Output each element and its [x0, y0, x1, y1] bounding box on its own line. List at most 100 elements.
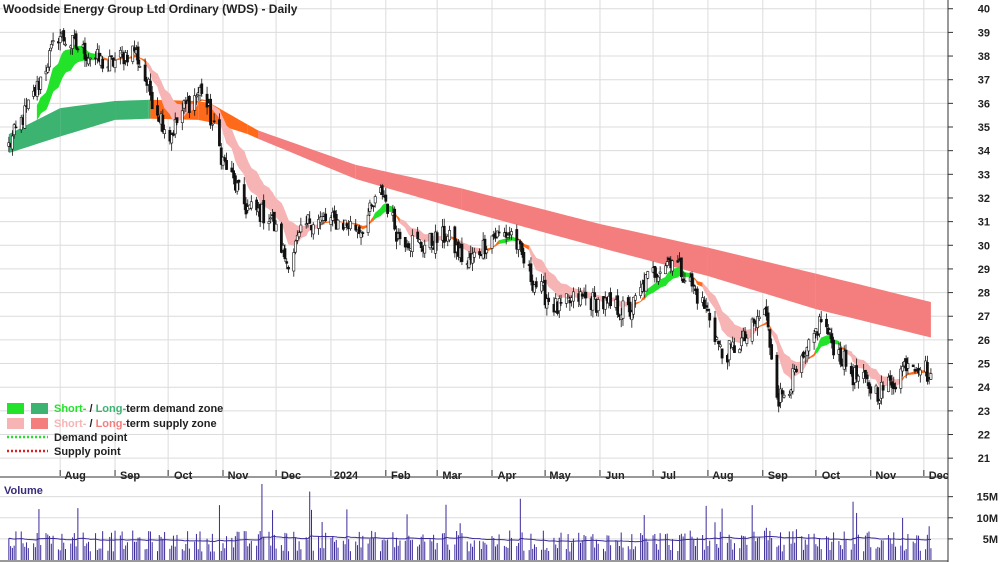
candle-body [887, 376, 890, 392]
candle-body [180, 110, 184, 124]
candle-body [745, 337, 749, 344]
candle-body [200, 83, 204, 94]
candle-body [750, 318, 754, 342]
candle-body [757, 316, 761, 319]
price-tick-label: 29 [978, 264, 990, 276]
month-label: Aug [64, 470, 85, 482]
candle-body [324, 213, 328, 222]
candle-body [14, 126, 18, 129]
candle-body [184, 100, 188, 105]
legend-part-sep: / [86, 403, 95, 415]
candle-body [828, 329, 832, 333]
candle-body [690, 273, 694, 287]
candle-body [807, 339, 811, 352]
candle-body [653, 265, 657, 278]
long-term-zone-segment [247, 124, 259, 139]
candle-body [359, 232, 363, 238]
candle-body [780, 390, 784, 395]
short-term-zone-segment [288, 220, 295, 246]
candle-body [572, 291, 575, 302]
candle-body [632, 296, 635, 315]
candle-body [609, 292, 612, 307]
candle-body [892, 383, 896, 390]
short-supply-swatch [7, 418, 24, 429]
price-tick-label: 21 [978, 453, 990, 465]
month-label: Sep [768, 470, 788, 482]
candle-body [219, 147, 223, 165]
candle-body [832, 339, 835, 356]
candle-body [205, 93, 209, 108]
candle-body [83, 42, 87, 60]
candle-body [308, 218, 312, 224]
candle-body [545, 298, 549, 309]
candle-body [876, 387, 880, 402]
candle-body [380, 185, 384, 196]
candle-body [664, 265, 667, 275]
candle-body [435, 232, 439, 243]
candle-body [74, 33, 78, 49]
candle-body [287, 266, 290, 270]
long-term-zone-segment [258, 130, 356, 180]
candle-body [679, 257, 683, 278]
month-label: Mar [442, 470, 462, 482]
candle-body [212, 120, 216, 123]
candle-body [269, 217, 273, 220]
month-label: Feb [391, 470, 411, 482]
candle-body [825, 318, 828, 328]
month-label: Jun [605, 470, 625, 482]
candle-body [237, 179, 241, 183]
candle-body [170, 134, 174, 144]
long-supply-swatch [31, 418, 48, 429]
candle-body [713, 317, 717, 342]
short-term-zone-segment [820, 335, 827, 347]
candle-body [136, 46, 140, 65]
candle-body [467, 257, 471, 268]
candle-body [738, 349, 742, 354]
candle-body [646, 271, 650, 279]
candle-body [676, 260, 680, 263]
price-tick-label: 39 [978, 27, 990, 39]
month-label: May [549, 470, 571, 482]
candle-body [768, 329, 772, 348]
candle-body [522, 251, 526, 264]
legend-part-sep: / [86, 418, 95, 430]
candle-body [133, 47, 136, 52]
volume-average-line [8, 535, 932, 543]
candle-body [182, 100, 186, 109]
short-demand-swatch [7, 403, 24, 414]
candle-body [814, 328, 818, 332]
price-tick-label: 24 [978, 382, 991, 394]
candle-body [708, 312, 712, 321]
candle-body [76, 48, 80, 51]
candle-body [272, 211, 276, 232]
candle-body [533, 284, 536, 293]
candle-body [603, 297, 607, 310]
candle-body [878, 400, 881, 404]
month-label: Nov [228, 470, 250, 482]
candle-body [766, 312, 770, 328]
candle-body [568, 299, 572, 304]
candle-body [839, 347, 843, 365]
candle-body [800, 355, 804, 373]
candle-body [12, 124, 16, 136]
volume-tick-label: 5M [983, 534, 998, 546]
candle-body [867, 382, 871, 389]
candle-body [752, 318, 756, 323]
candle-body [644, 274, 648, 292]
month-label: Dec [929, 470, 949, 482]
price-tick-label: 25 [978, 359, 990, 371]
candle-body [775, 354, 779, 398]
candle-body [88, 57, 92, 60]
candle-body [361, 232, 365, 234]
candle-body [23, 105, 27, 129]
candle-body [329, 217, 333, 225]
candle-body [717, 340, 720, 345]
candle-body [894, 386, 897, 390]
candle-body [370, 204, 374, 207]
long-term-zone-segment [461, 188, 600, 248]
candle-body [818, 316, 821, 335]
legend-label: Short- / Long-term demand zone [54, 403, 223, 415]
candle-body [163, 129, 166, 134]
month-label: Oct [174, 470, 193, 482]
long-term-zone-segment [60, 100, 116, 137]
